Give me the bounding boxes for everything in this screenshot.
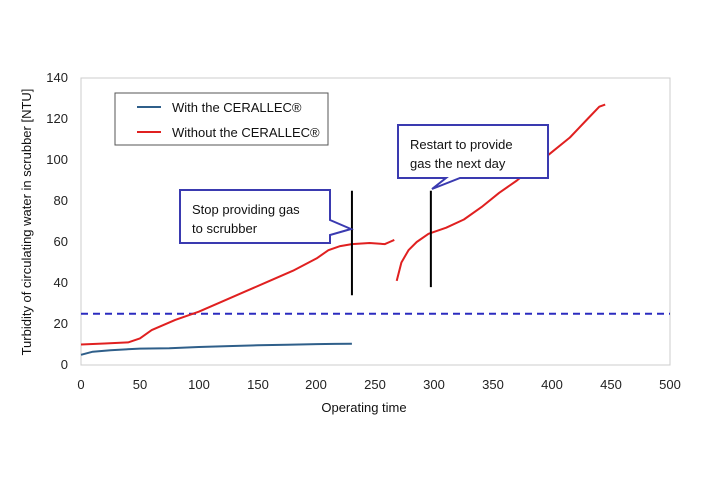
y-tick-label: 40	[54, 275, 68, 290]
callout-line: to scrubber	[192, 221, 258, 236]
x-tick-label: 100	[188, 377, 210, 392]
y-tick-label: 100	[46, 152, 68, 167]
x-tick-label: 400	[541, 377, 563, 392]
x-tick-label: 350	[482, 377, 504, 392]
series-with-cerallec-line-segment-0	[80, 342, 352, 356]
legend-label-with: With the CERALLEC®	[172, 100, 302, 115]
y-tick-label: 20	[54, 316, 68, 331]
legend-box	[114, 92, 329, 146]
callout-stop-gas: Stop providing gas to scrubber	[179, 189, 354, 244]
y-tick-label: 0	[61, 357, 68, 372]
x-tick-label: 450	[600, 377, 622, 392]
y-tick-label: 60	[54, 234, 68, 249]
x-axis-title: Operating time	[321, 400, 406, 415]
legend: With the CERALLEC® Without the CERALLEC®	[114, 92, 329, 146]
x-tick-labels: 0 50 100 150 200 250 300 350 400 450 500	[77, 377, 680, 392]
y-tick-label: 140	[46, 70, 68, 85]
x-tick-label: 300	[423, 377, 445, 392]
series-layer	[80, 103, 606, 356]
series-without-cerallec-line-segment-1	[395, 103, 606, 282]
callout-restart-gas: Restart to provide gas the next day	[397, 124, 549, 190]
white-patch	[487, 274, 647, 304]
callout-box	[179, 189, 354, 244]
y-tick-label: 120	[46, 111, 68, 126]
x-tick-label: 500	[659, 377, 681, 392]
callout-line: gas the next day	[410, 156, 506, 171]
callout-line: Restart to provide	[410, 137, 513, 152]
callout-box	[397, 124, 549, 190]
y-axis-title: Turbidity of circulating water in scrubb…	[19, 89, 34, 356]
y-tick-label: 80	[54, 193, 68, 208]
x-tick-label: 50	[133, 377, 147, 392]
x-tick-label: 200	[305, 377, 327, 392]
y-tick-labels: 0 20 40 60 80 100 120 140	[46, 70, 68, 372]
x-tick-label: 150	[247, 377, 269, 392]
x-tick-label: 0	[77, 377, 84, 392]
plot-area-frame	[80, 77, 671, 366]
x-tick-label: 250	[364, 377, 386, 392]
callout-line: Stop providing gas	[192, 202, 300, 217]
series-without-cerallec-line-segment-0	[80, 238, 395, 346]
legend-label-without: Without the CERALLEC®	[172, 125, 320, 140]
